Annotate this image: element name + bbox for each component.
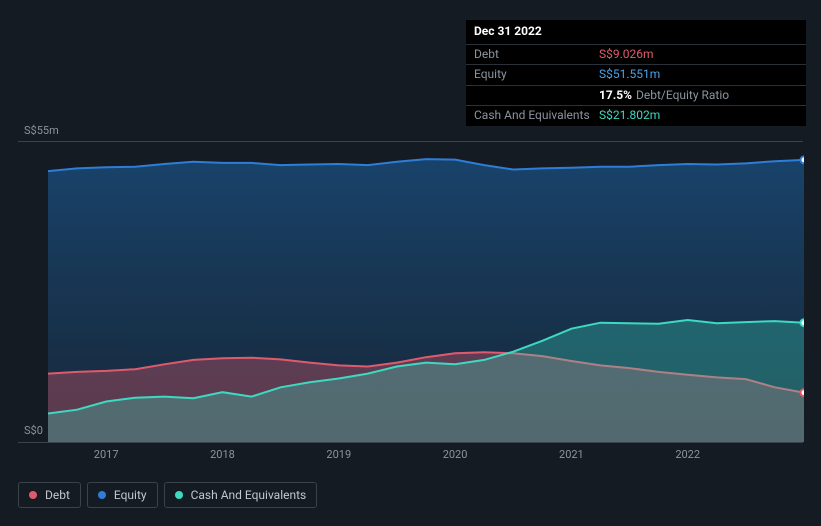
chart-svg	[48, 141, 804, 442]
legend-cash-label: Cash And Equivalents	[191, 488, 307, 502]
legend-equity-label: Equity	[114, 488, 147, 502]
circle-icon	[29, 491, 37, 499]
tooltip-debt-label: Debt	[474, 47, 599, 63]
xaxis: 2017 2018 2019 2020 2021 2022	[48, 448, 804, 468]
xaxis-tick: 2017	[94, 448, 119, 461]
tooltip-ratio-suffix: Debt/Equity Ratio	[636, 88, 729, 102]
xaxis-tick: 2018	[210, 448, 235, 461]
legend-equity[interactable]: Equity	[87, 482, 158, 508]
tooltip-ratio-value: 17.5%	[599, 88, 632, 102]
tooltip-debt-value: S$9.026m	[599, 47, 654, 63]
yaxis-min-label: S$0	[24, 424, 43, 437]
tooltip-ratio: 17.5% Debt/Equity Ratio	[599, 88, 729, 104]
xaxis-tick: 2019	[326, 448, 351, 461]
gridline-bottom	[18, 442, 803, 443]
chart-plot-area[interactable]	[48, 141, 804, 442]
legend-debt-label: Debt	[45, 488, 70, 502]
hover-tooltip: Dec 31 2022 Debt S$9.026m Equity S$51.55…	[466, 20, 806, 126]
tooltip-equity-value: S$51.551m	[599, 67, 660, 83]
xaxis-tick: 2021	[559, 448, 584, 461]
tooltip-equity-label: Equity	[474, 67, 599, 83]
legend-debt[interactable]: Debt	[18, 482, 81, 508]
tooltip-date: Dec 31 2022	[466, 20, 806, 44]
yaxis-max-label: S$55m	[24, 124, 59, 137]
tooltip-cash-label: Cash And Equivalents	[474, 108, 599, 124]
tooltip-cash-value: S$21.802m	[599, 108, 660, 124]
tooltip-ratio-label	[474, 88, 599, 104]
xaxis-tick: 2020	[443, 448, 468, 461]
legend: Debt Equity Cash And Equivalents	[18, 482, 317, 508]
circle-icon	[175, 491, 183, 499]
circle-icon	[98, 491, 106, 499]
legend-cash[interactable]: Cash And Equivalents	[164, 482, 318, 508]
xaxis-tick: 2022	[675, 448, 700, 461]
